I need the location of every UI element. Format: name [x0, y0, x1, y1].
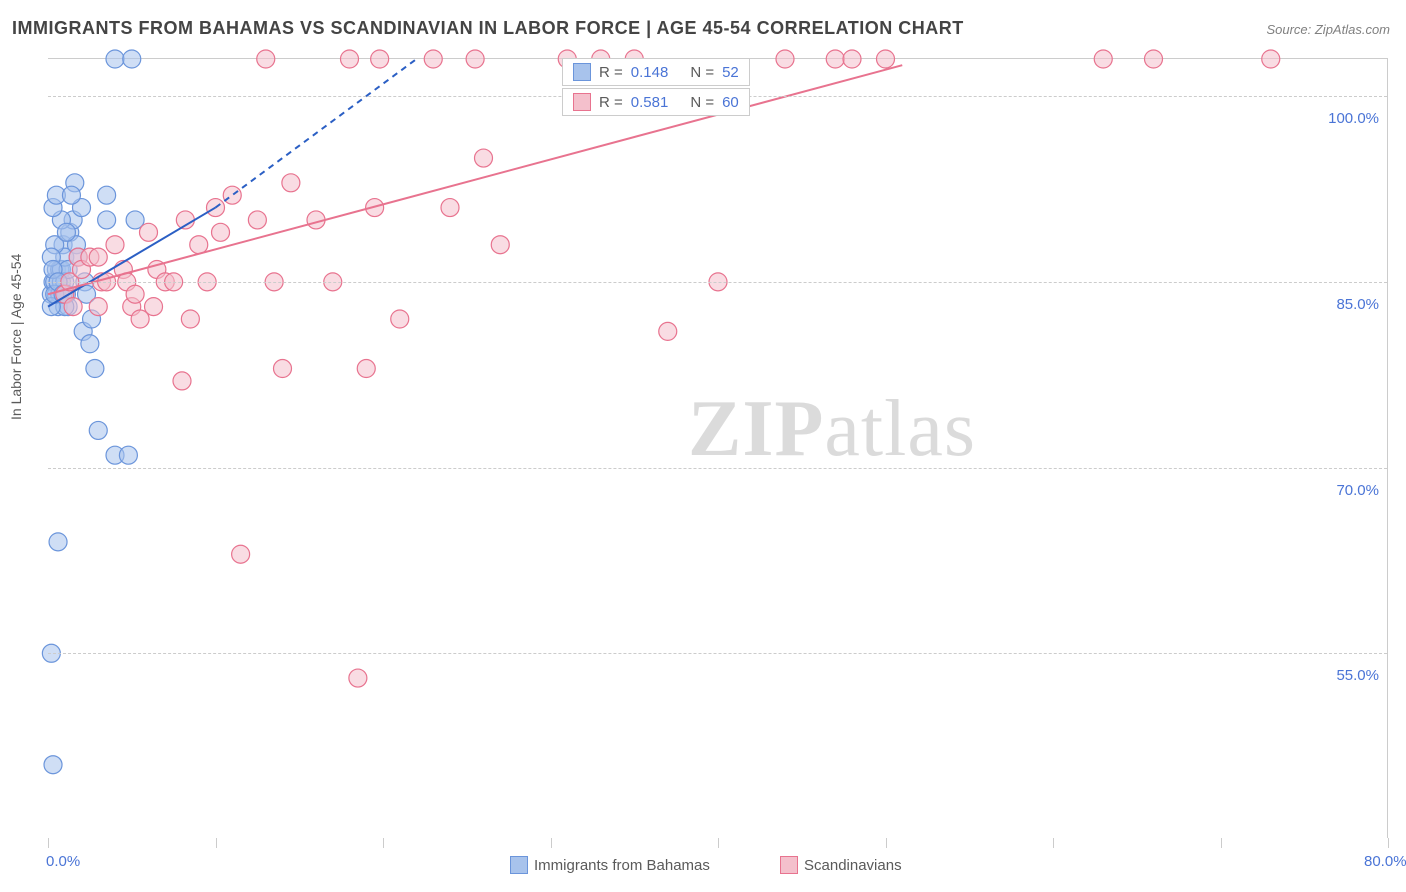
x-tick-label: 0.0%: [46, 853, 80, 870]
x-tick: [1053, 838, 1054, 848]
chart-svg: [48, 59, 1387, 838]
x-tick: [1388, 838, 1389, 848]
scatter-point: [62, 186, 80, 204]
scatter-point: [776, 50, 794, 68]
legend-n-value: 60: [722, 94, 739, 111]
scatter-point: [1094, 50, 1112, 68]
scatter-point: [274, 360, 292, 378]
y-tick-label: 100.0%: [1328, 110, 1379, 127]
legend-n-label: N =: [690, 94, 714, 111]
scatter-point: [441, 199, 459, 217]
y-tick-label: 55.0%: [1336, 667, 1379, 684]
x-tick-label: 80.0%: [1364, 853, 1406, 870]
legend-r-label: R =: [599, 94, 623, 111]
legend-swatch: [780, 856, 798, 874]
scatter-point: [81, 335, 99, 353]
scatter-point: [491, 236, 509, 254]
legend-n-value: 52: [722, 64, 739, 81]
scatter-point: [57, 223, 75, 241]
scatter-point: [89, 298, 107, 316]
x-tick: [718, 838, 719, 848]
scatter-point: [126, 285, 144, 303]
scatter-point: [106, 50, 124, 68]
scatter-point: [349, 669, 367, 687]
scatter-point: [98, 211, 116, 229]
scatter-point: [371, 50, 389, 68]
plot-area: ZIPatlas 55.0%70.0%85.0%100.0%0.0%80.0%: [48, 58, 1388, 838]
trend-line-dashed: [216, 59, 417, 208]
y-tick-label: 70.0%: [1336, 482, 1379, 499]
legend-swatch: [573, 63, 591, 81]
x-tick: [48, 838, 49, 848]
scatter-point: [248, 211, 266, 229]
scatter-point: [843, 50, 861, 68]
scatter-point: [44, 756, 62, 774]
scatter-point: [1262, 50, 1280, 68]
legend-row: R = 0.148 N = 52: [562, 58, 750, 86]
bottom-legend-item: Scandinavians: [780, 856, 902, 874]
scatter-point: [1145, 50, 1163, 68]
x-tick: [216, 838, 217, 848]
scatter-point: [466, 50, 484, 68]
scatter-point: [826, 50, 844, 68]
scatter-point: [282, 174, 300, 192]
scatter-point: [86, 360, 104, 378]
scatter-point: [341, 50, 359, 68]
gridline-y: [48, 468, 1387, 469]
scatter-point: [357, 360, 375, 378]
scatter-point: [140, 223, 158, 241]
legend-r-label: R =: [599, 64, 623, 81]
legend-n-label: N =: [690, 64, 714, 81]
x-tick: [886, 838, 887, 848]
scatter-point: [659, 322, 677, 340]
scatter-point: [232, 545, 250, 563]
x-tick: [383, 838, 384, 848]
scatter-point: [64, 298, 82, 316]
gridline-y: [48, 282, 1387, 283]
scatter-point: [106, 236, 124, 254]
x-tick: [1221, 838, 1222, 848]
scatter-point: [49, 533, 67, 551]
trend-line: [48, 65, 902, 294]
scatter-point: [89, 248, 107, 266]
source-label: Source: ZipAtlas.com: [1266, 22, 1390, 37]
legend-r-value: 0.148: [631, 64, 669, 81]
bottom-legend-item: Immigrants from Bahamas: [510, 856, 710, 874]
legend-series-name: Immigrants from Bahamas: [534, 857, 710, 874]
scatter-point: [98, 186, 116, 204]
legend-swatch: [510, 856, 528, 874]
scatter-point: [424, 50, 442, 68]
scatter-point: [181, 310, 199, 328]
y-tick-label: 85.0%: [1336, 296, 1379, 313]
legend-series-name: Scandinavians: [804, 857, 902, 874]
scatter-point: [877, 50, 895, 68]
gridline-y: [48, 653, 1387, 654]
scatter-point: [119, 446, 137, 464]
legend-swatch: [573, 93, 591, 111]
scatter-point: [257, 50, 275, 68]
y-axis-label: In Labor Force | Age 45-54: [8, 254, 24, 420]
scatter-point: [145, 298, 163, 316]
legend-row: R = 0.581 N = 60: [562, 88, 750, 116]
scatter-point: [475, 149, 493, 167]
scatter-point: [391, 310, 409, 328]
scatter-point: [123, 50, 141, 68]
scatter-point: [212, 223, 230, 241]
chart-title: IMMIGRANTS FROM BAHAMAS VS SCANDINAVIAN …: [12, 18, 964, 39]
scatter-point: [190, 236, 208, 254]
legend-r-value: 0.581: [631, 94, 669, 111]
scatter-point: [89, 421, 107, 439]
scatter-point: [173, 372, 191, 390]
x-tick: [551, 838, 552, 848]
